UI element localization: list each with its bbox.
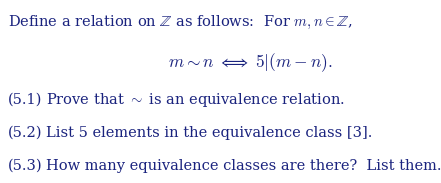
Text: Define a relation on $\mathbb{Z}$ as follows:  For $m, n \in \mathbb{Z}$,: Define a relation on $\mathbb{Z}$ as fol… xyxy=(8,14,353,31)
Text: How many equivalence classes are there?  List them.: How many equivalence classes are there? … xyxy=(46,159,441,173)
Text: (5.2): (5.2) xyxy=(8,126,42,140)
Text: (5.3): (5.3) xyxy=(8,159,43,173)
Text: List 5 elements in the equivalence class [3].: List 5 elements in the equivalence class… xyxy=(46,126,373,140)
Text: Prove that $\sim$ is an equivalence relation.: Prove that $\sim$ is an equivalence rela… xyxy=(46,91,345,109)
Text: (5.1): (5.1) xyxy=(8,93,42,107)
Text: $m \sim n \;\Longleftrightarrow\; 5|(m-n).$: $m \sim n \;\Longleftrightarrow\; 5|(m-n… xyxy=(168,52,333,74)
